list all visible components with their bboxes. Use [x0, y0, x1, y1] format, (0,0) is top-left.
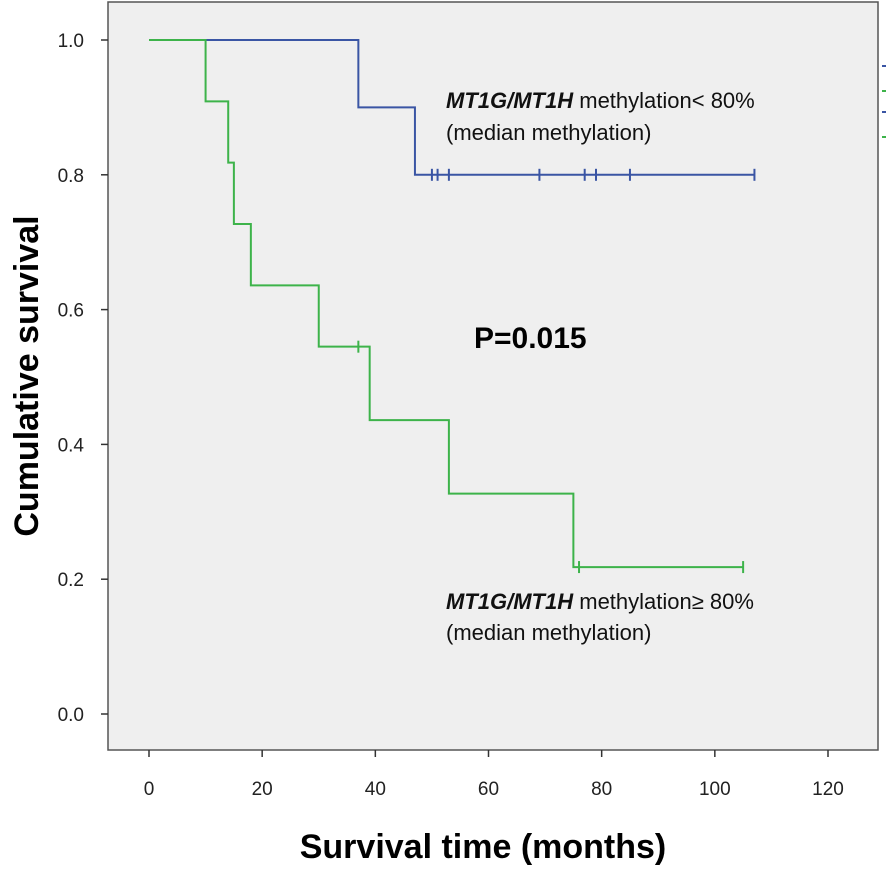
high-methylation-label: MT1G/MT1H methylation≥ 80% [446, 589, 754, 614]
x-tick-label: 0 [144, 779, 155, 800]
x-tick-label: 40 [365, 779, 386, 800]
y-tick-label: 0.6 [58, 301, 84, 322]
low-label-italic: MT1G/MT1H [446, 88, 574, 113]
low-label-rest: methylation< 80% [573, 88, 755, 113]
low-methylation-label: MT1G/MT1H methylation< 80% [446, 88, 755, 113]
y-tick-label: 0.2 [58, 570, 84, 591]
x-tick-label: 80 [591, 779, 612, 800]
high-label-italic: MT1G/MT1H [446, 589, 574, 614]
high-methylation-label-line2: (median methylation) [446, 620, 651, 645]
x-tick-label: 100 [699, 779, 731, 800]
x-tick-label: 120 [812, 779, 844, 800]
x-axis: 0 20 40 60 80 100 120 [144, 750, 844, 800]
y-tick-label: 0.4 [58, 435, 85, 456]
y-tick-label: 1.0 [58, 31, 84, 52]
low-methylation-label-line2: (median methylation) [446, 120, 651, 145]
x-axis-title: Survival time (months) [300, 828, 667, 866]
y-axis: 0.0 0.2 0.4 0.6 0.8 1.0 [58, 31, 108, 726]
x-tick-label: 20 [252, 779, 273, 800]
pvalue-label: P=0.015 [474, 322, 587, 355]
y-tick-label: 0.8 [58, 166, 84, 187]
y-tick-label: 0.0 [58, 705, 84, 726]
legend-fragment [882, 66, 886, 137]
y-axis-title: Cumulative survival [8, 215, 46, 536]
high-label-rest: methylation≥ 80% [573, 589, 754, 614]
x-tick-label: 60 [478, 779, 499, 800]
kaplan-meier-chart: 0.0 0.2 0.4 0.6 0.8 1.0 0 20 40 60 80 100 120 MT1G/… [0, 0, 886, 869]
